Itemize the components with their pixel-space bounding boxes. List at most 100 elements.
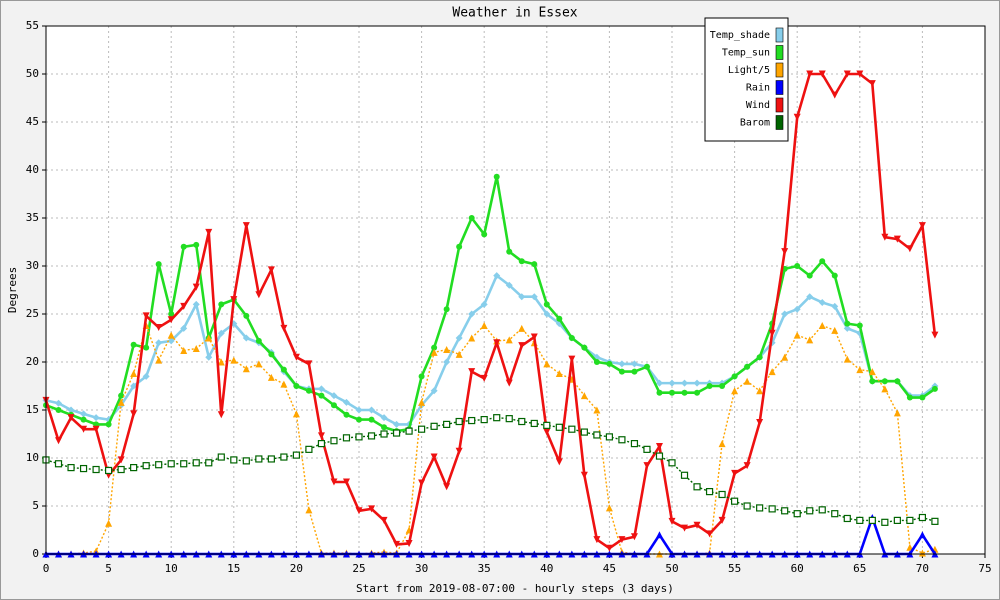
point [242, 457, 250, 465]
point [831, 302, 839, 310]
point [681, 379, 689, 387]
x-tick-label: 75 [978, 562, 991, 575]
point [655, 442, 663, 450]
point [768, 329, 776, 337]
point [217, 329, 225, 337]
point [531, 261, 538, 268]
point [155, 323, 163, 331]
y-tick-label: 45 [26, 115, 39, 128]
point [869, 378, 876, 385]
point [180, 243, 187, 250]
point [530, 333, 538, 341]
legend-label: Light/5 [728, 65, 770, 76]
point [743, 502, 751, 510]
point [230, 356, 238, 364]
point [343, 411, 350, 418]
point [818, 70, 826, 78]
point [831, 91, 839, 99]
point [843, 514, 851, 523]
point [631, 368, 638, 375]
point [54, 460, 63, 468]
point [843, 355, 851, 363]
point [305, 387, 312, 394]
legend: Temp_shade Temp_sun Light/5 Rain Wind Barom [704, 17, 789, 142]
y-tick-label: 35 [26, 211, 39, 224]
point [217, 411, 225, 419]
legend-swatch [775, 115, 784, 130]
y-tick-label: 50 [26, 67, 39, 80]
x-tick-label: 70 [916, 562, 929, 575]
point [180, 324, 188, 332]
point [80, 416, 87, 423]
point [380, 414, 388, 422]
point [393, 540, 401, 548]
point [468, 416, 476, 425]
point [368, 416, 375, 423]
point [506, 248, 513, 255]
point [668, 379, 676, 387]
point [368, 505, 376, 513]
point [480, 416, 488, 424]
point [781, 310, 789, 318]
x-tick-label: 15 [227, 562, 240, 575]
point [255, 360, 263, 368]
point [743, 462, 751, 470]
point [918, 513, 927, 522]
point [317, 385, 325, 393]
point [305, 360, 313, 368]
point [881, 378, 888, 385]
point [280, 453, 288, 461]
point [117, 398, 125, 406]
point [731, 469, 739, 477]
point [393, 420, 401, 428]
point [192, 300, 200, 308]
y-axis-label: Degrees [6, 267, 19, 313]
legend-swatch [775, 27, 784, 43]
point [92, 425, 100, 433]
point [367, 432, 376, 440]
point [142, 372, 150, 380]
point [681, 524, 689, 532]
point [217, 358, 225, 366]
point [330, 402, 337, 409]
x-tick-label: 60 [791, 562, 804, 575]
point [305, 445, 313, 453]
point [205, 334, 213, 342]
point [543, 421, 551, 429]
point [418, 425, 426, 433]
point [405, 539, 413, 547]
point [906, 516, 914, 525]
point [868, 80, 876, 88]
point [518, 293, 526, 301]
point [618, 368, 625, 375]
point [268, 351, 275, 358]
point [630, 440, 639, 448]
point [756, 387, 764, 395]
point [155, 339, 163, 347]
point [242, 334, 250, 342]
point [104, 466, 113, 475]
point [793, 113, 801, 121]
point [694, 389, 701, 396]
point [443, 358, 451, 366]
point [793, 331, 801, 339]
point [931, 331, 939, 339]
point [906, 394, 913, 401]
point [806, 70, 814, 78]
point [605, 544, 613, 552]
point [568, 335, 575, 341]
point [355, 507, 363, 515]
point [430, 422, 438, 430]
point [180, 346, 188, 354]
x-tick-label: 35 [478, 562, 491, 575]
point [405, 427, 413, 435]
point [330, 392, 338, 400]
y-tick-label: 15 [26, 403, 39, 416]
point [117, 465, 125, 474]
point [167, 337, 175, 345]
point [280, 366, 287, 373]
point [493, 272, 501, 280]
point [205, 353, 213, 361]
point [794, 263, 801, 269]
y-tick-label: 5 [32, 499, 39, 512]
